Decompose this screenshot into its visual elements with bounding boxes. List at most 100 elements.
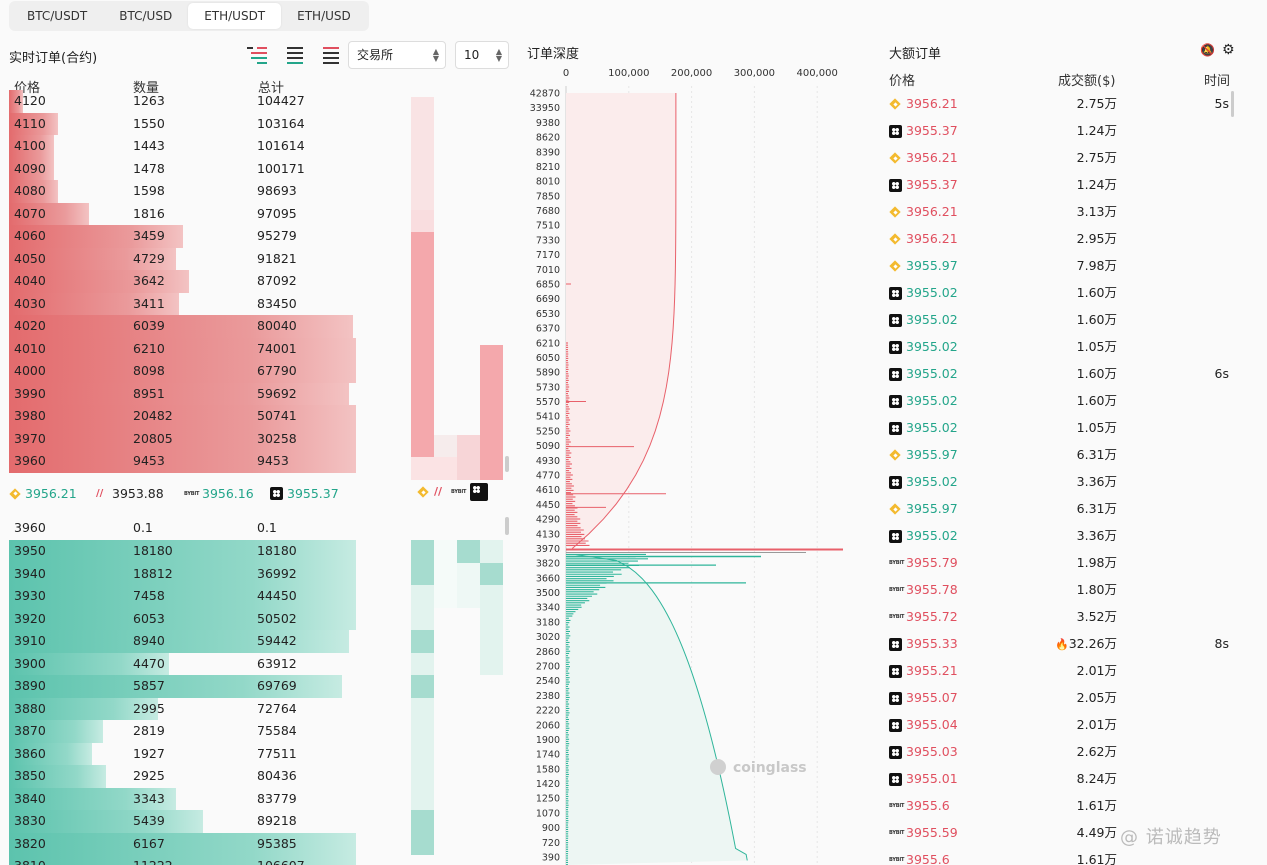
big-order-row[interactable]: 3955.21 2.01万 — [889, 658, 1234, 685]
heat-cell — [434, 833, 457, 856]
book-row[interactable]: 3990 8951 59692 — [9, 382, 356, 405]
y-tick-label: 720 — [542, 838, 560, 849]
view-both-icon[interactable] — [245, 44, 269, 64]
book-row[interactable]: 3870 2819 75584 — [9, 720, 356, 743]
book-row[interactable]: 3900 4470 63912 — [9, 652, 356, 675]
pair-tab-btc-usdt[interactable]: BTC/USDT — [27, 9, 88, 23]
big-order-row[interactable]: 3956.21 3.13万 — [889, 199, 1234, 226]
depth-step-select[interactable]: 10 ▲ ▼ — [455, 41, 509, 69]
row-price: 3850 — [14, 768, 46, 783]
okx-icon — [270, 487, 283, 500]
gear-icon[interactable]: ⚙ — [1221, 42, 1235, 58]
book-row[interactable]: 3930 7458 44450 — [9, 585, 356, 608]
exchange-select[interactable]: 交易所 ▲ ▼ — [348, 41, 446, 69]
book-row[interactable]: 3910 8940 59442 — [9, 630, 356, 653]
pair-tab-eth-usd[interactable]: ETH/USD — [297, 9, 351, 23]
book-row[interactable]: 4100 1443 101614 — [9, 135, 356, 158]
row-price: 4110 — [14, 115, 46, 131]
book-row[interactable]: 3860 1927 77511 — [9, 742, 356, 765]
big-order-amount-value: 32.26万 — [1068, 636, 1117, 651]
book-row[interactable]: 4070 1816 97095 — [9, 202, 356, 225]
book-row[interactable]: 4020 6039 80040 — [9, 315, 356, 338]
view-asks-icon[interactable] — [317, 44, 341, 64]
book-row[interactable]: 4090 1478 100171 — [9, 157, 356, 180]
book-row[interactable]: 3950 18180 18180 — [9, 540, 356, 563]
big-order-row[interactable]: 3956.21 2.75万 5s — [889, 91, 1234, 118]
big-order-row[interactable]: 3955.07 2.05万 — [889, 685, 1234, 712]
book-row[interactable]: 3820 6167 95385 — [9, 832, 356, 855]
row-price: 4090 — [14, 160, 46, 176]
book-row[interactable]: 4080 1598 98693 — [9, 180, 356, 203]
big-order-row[interactable]: 3955.04 2.01万 — [889, 712, 1234, 739]
pair-tab-eth-usdt[interactable]: ETH/USDT — [188, 3, 282, 29]
book-row[interactable]: 4110 1550 103164 — [9, 112, 356, 135]
big-order-row[interactable]: 3955.02 1.60万 6s — [889, 361, 1234, 388]
heat-cell — [411, 585, 434, 608]
big-order-row[interactable]: 3955.02 1.05万 — [889, 415, 1234, 442]
big-order-amount: 1.98万 — [1077, 550, 1117, 576]
book-row[interactable]: 3810 11222 106607 — [9, 855, 356, 865]
big-order-row[interactable]: 3955.02 3.36万 — [889, 469, 1234, 496]
big-order-row[interactable]: 3956.21 2.95万 — [889, 226, 1234, 253]
book-row[interactable]: 3970 20805 30258 — [9, 427, 356, 450]
big-order-row[interactable]: 3955.01 8.24万 — [889, 766, 1234, 793]
big-order-row[interactable]: 3955.02 1.05万 — [889, 334, 1234, 361]
big-orders-scrollbar[interactable] — [1231, 91, 1234, 117]
book-row[interactable]: 4040 3642 87092 — [9, 270, 356, 293]
book-row[interactable]: 3940 18812 36992 — [9, 562, 356, 585]
bybit-icon[interactable]: BYBIT — [451, 489, 467, 495]
book-row[interactable]: 4060 3459 95279 — [9, 225, 356, 248]
heat-cell — [411, 457, 434, 480]
big-order-row[interactable]: 3955.37 1.24万 — [889, 172, 1234, 199]
bids-scrollbar[interactable] — [505, 517, 509, 535]
big-order-row[interactable]: 3955.02 1.60万 — [889, 280, 1234, 307]
bitmex-icon[interactable]: // — [434, 485, 443, 498]
big-order-row[interactable]: 3955.02 1.60万 — [889, 307, 1234, 334]
book-row[interactable]: 3960 9453 9453 — [9, 450, 356, 473]
big-order-price: 3955.04 — [906, 717, 958, 732]
big-order-row[interactable]: 3956.21 2.75万 — [889, 145, 1234, 172]
heat-row — [411, 97, 503, 120]
big-order-row[interactable]: BYBIT 3955.78 1.80万 — [889, 577, 1234, 604]
big-order-row[interactable]: 3955.97 6.31万 — [889, 496, 1234, 523]
mid-price-bybit: BYBIT 3956.16 — [184, 486, 254, 501]
book-row[interactable]: 3830 5439 89218 — [9, 810, 356, 833]
big-order-row[interactable]: 3955.33 🔥32.26万 8s — [889, 631, 1234, 658]
asks-scrollbar[interactable] — [505, 456, 509, 472]
big-order-amount-value: 3.13万 — [1076, 204, 1117, 219]
view-bids-icon[interactable] — [281, 44, 305, 64]
book-row[interactable]: 4010 6210 74001 — [9, 337, 356, 360]
big-order-row[interactable]: 3955.02 1.60万 — [889, 388, 1234, 415]
big-order-row[interactable]: 3955.97 7.98万 — [889, 253, 1234, 280]
row-qty: 6039 — [133, 318, 165, 333]
big-order-amount-value: 1.60万 — [1076, 312, 1117, 327]
big-order-row[interactable]: BYBIT 3955.79 1.98万 — [889, 550, 1234, 577]
book-row[interactable]: 3880 2995 72764 — [9, 697, 356, 720]
book-row[interactable]: 3980 20482 50741 — [9, 405, 356, 428]
book-row[interactable]: 4030 3411 83450 — [9, 292, 356, 315]
book-row[interactable]: 3850 2925 80436 — [9, 765, 356, 788]
big-order-row[interactable]: 3955.02 3.36万 — [889, 523, 1234, 550]
book-row[interactable]: 3920 6053 50502 — [9, 607, 356, 630]
big-order-price: 3955.02 — [906, 528, 958, 543]
big-order-row[interactable]: BYBIT 3955.72 3.52万 — [889, 604, 1234, 631]
bell-off-icon[interactable]: 🔕 — [1200, 43, 1215, 57]
heat-row — [411, 675, 503, 698]
book-row[interactable]: 3960 0.1 0.1 — [9, 517, 356, 540]
row-qty: 18812 — [133, 565, 173, 581]
okx-icon[interactable] — [470, 483, 488, 501]
big-order-row[interactable]: 3955.97 6.31万 — [889, 442, 1234, 469]
book-row[interactable]: 4000 8098 67790 — [9, 360, 356, 383]
big-order-row[interactable]: 3955.03 2.62万 — [889, 739, 1234, 766]
okx-icon — [889, 692, 902, 705]
book-row[interactable]: 3890 5857 69769 — [9, 675, 356, 698]
book-row[interactable]: 4050 4729 91821 — [9, 247, 356, 270]
book-row[interactable]: 3840 3343 83779 — [9, 787, 356, 810]
book-row[interactable]: 4120 1263 104427 — [9, 90, 356, 113]
pair-tab-btc-usd[interactable]: BTC/USD — [119, 9, 173, 23]
big-order-row[interactable]: BYBIT 3955.6 1.61万 — [889, 793, 1234, 820]
big-order-row[interactable]: BYBIT 3955.6 1.61万 — [889, 847, 1234, 865]
big-order-row[interactable]: 3955.37 1.24万 — [889, 118, 1234, 145]
binance-icon[interactable] — [417, 486, 429, 498]
big-order-row[interactable]: BYBIT 3955.59 4.49万 — [889, 820, 1234, 847]
